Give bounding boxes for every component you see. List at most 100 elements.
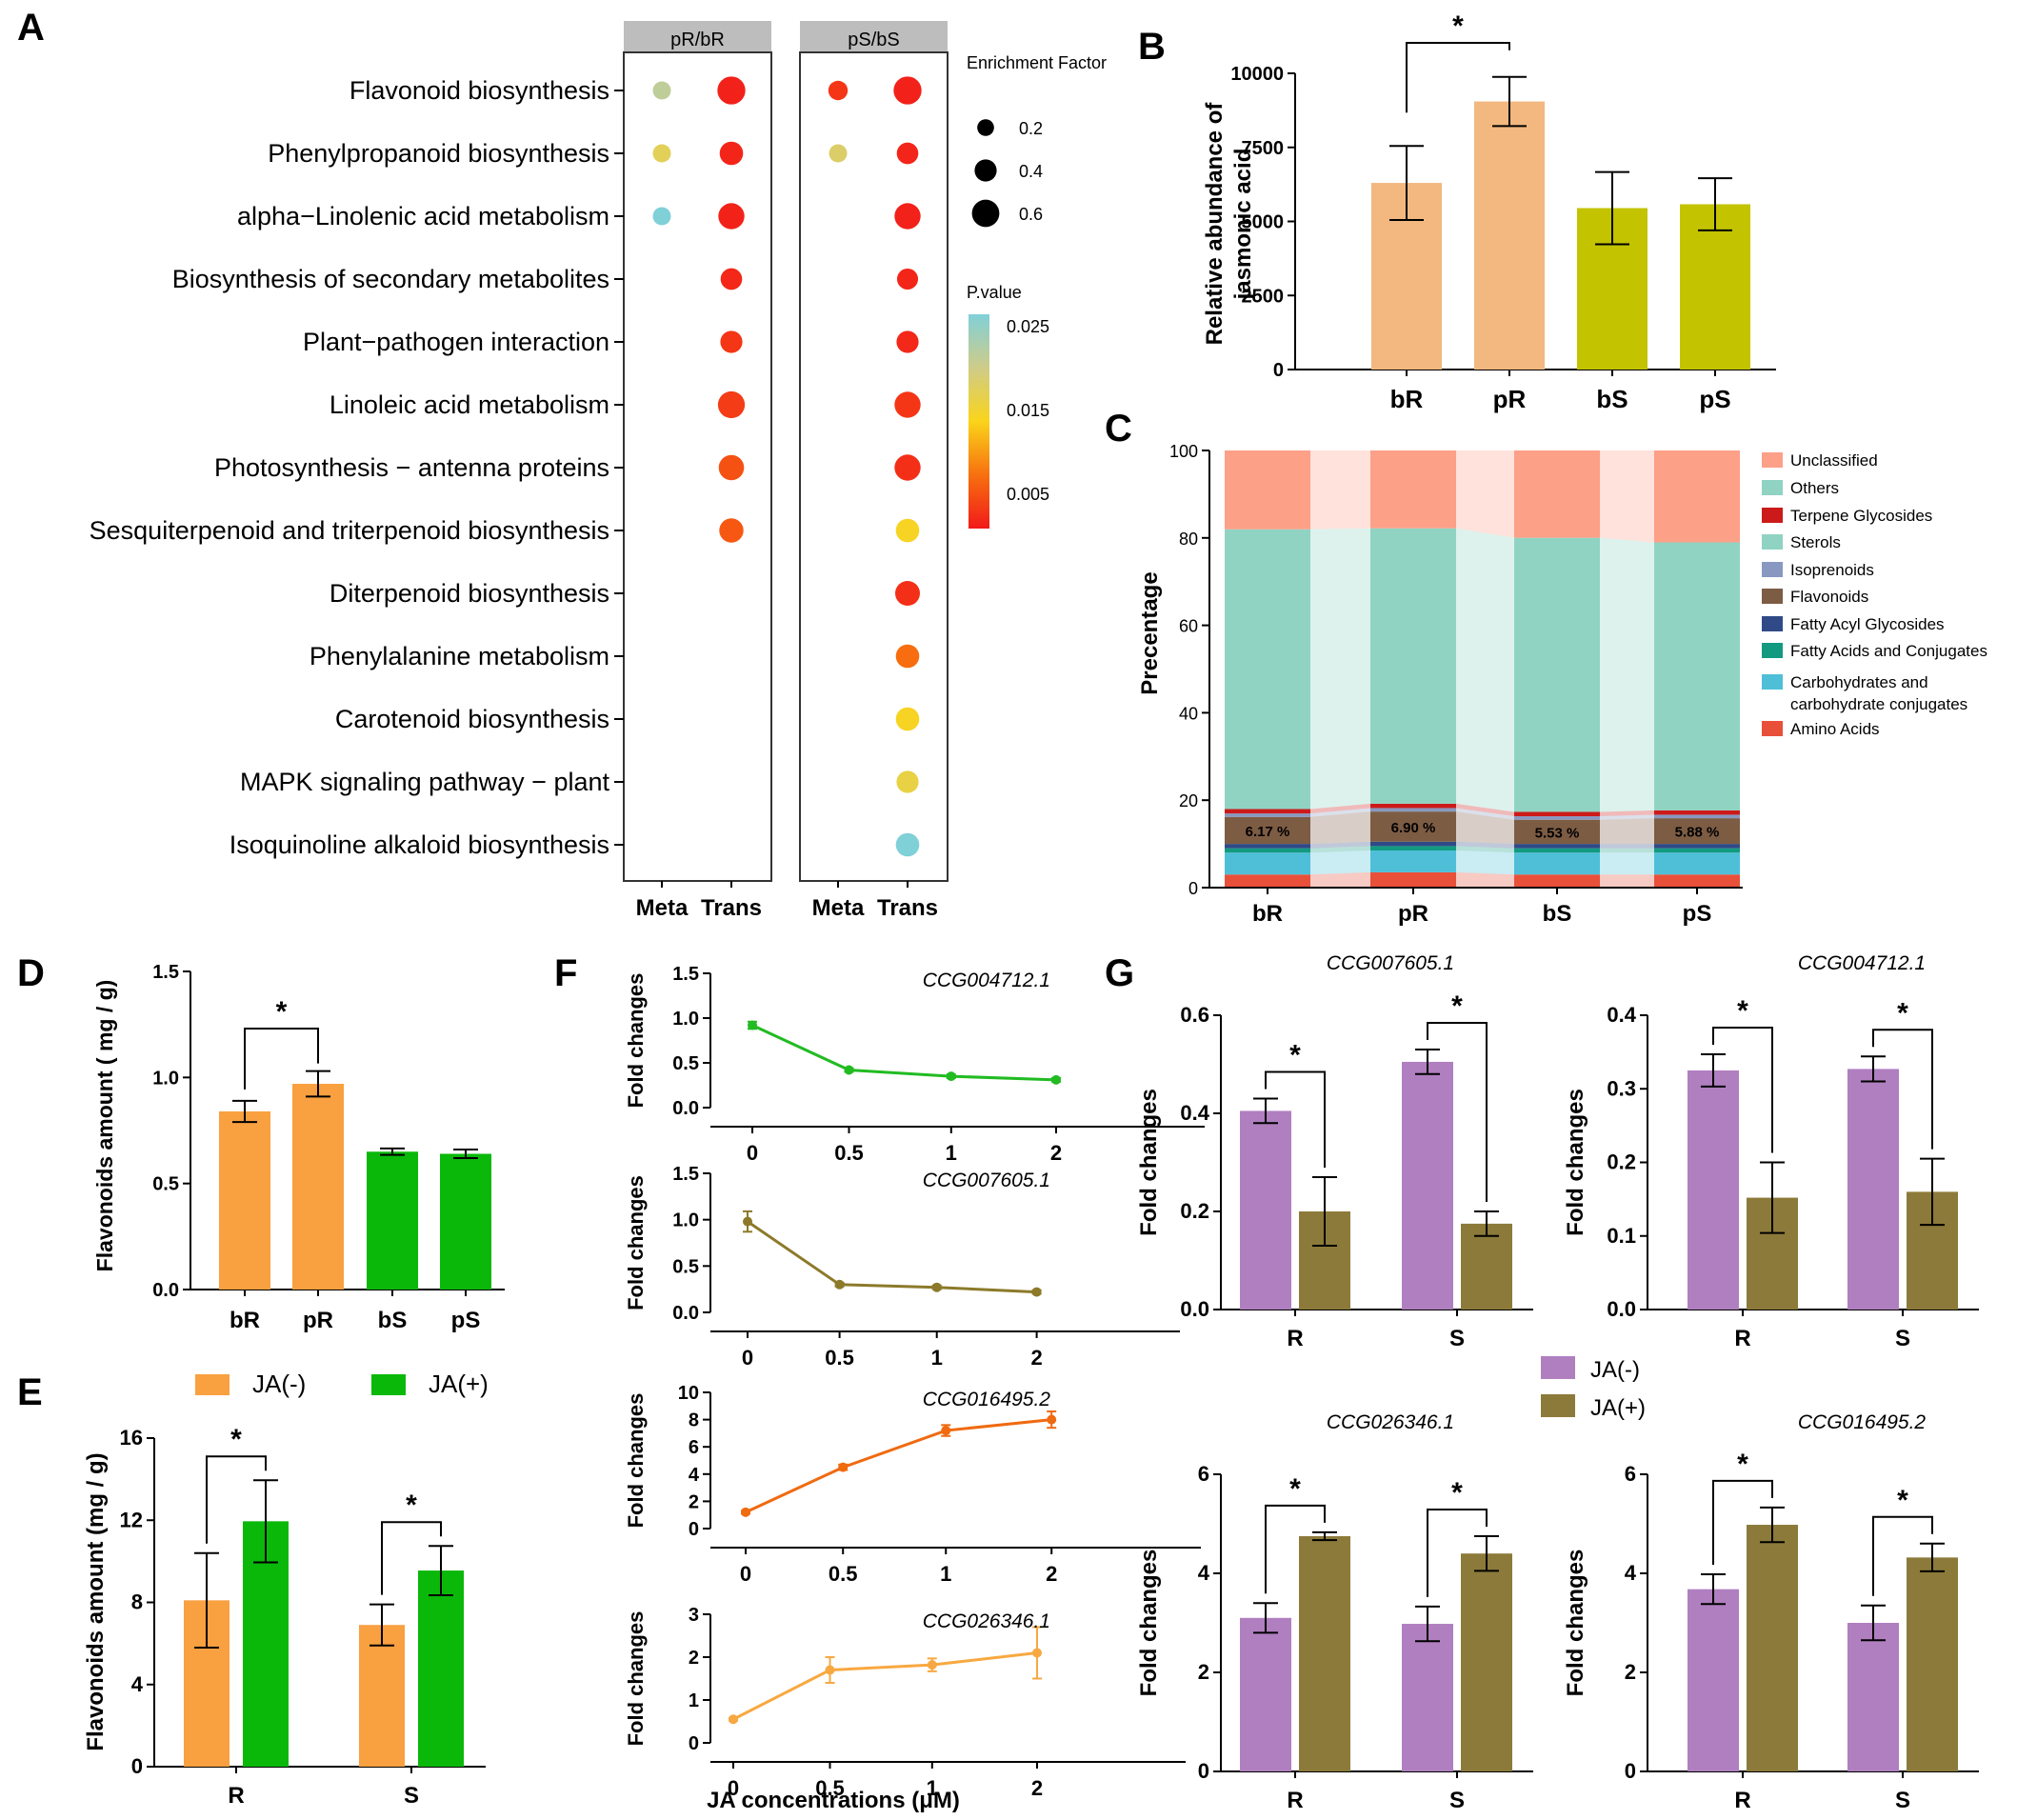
facet-label: pR/bR: [670, 30, 725, 50]
panel-c-stack-segment: [1654, 810, 1740, 815]
panel-c-stack-segment: [1225, 848, 1310, 853]
pathway-label: Biosynthesis of secondary metabolites: [172, 265, 609, 293]
panel-g-y-label: Fold changes: [1563, 1550, 1588, 1697]
enrichment-point: [652, 144, 671, 163]
panel-c-x-label: pS: [1683, 901, 1712, 927]
panel-g-0-y-tick-label: 0.4: [1180, 1101, 1209, 1125]
panel-label-c: C: [1105, 408, 1132, 450]
panel-f-point: [741, 1507, 750, 1517]
panel-g-y-label: Fold changes: [1563, 1089, 1588, 1236]
panel-f-2-y-tick-label: 10: [678, 1383, 699, 1404]
panel-c-stack-segment: [1225, 816, 1310, 845]
panel-f-1-y-tick-label: 1.0: [672, 1210, 699, 1231]
panel-c-flow-band: [1600, 844, 1654, 849]
panel-c-flow-band: [1600, 874, 1654, 888]
panel-f-series-line: [732, 1651, 1038, 1721]
pathway-label: Linoleic acid metabolism: [330, 390, 609, 419]
x-category-label: Trans: [877, 895, 938, 921]
pathway-label: Photosynthesis − antenna proteins: [214, 453, 609, 482]
panel-g-x-label: S: [1449, 1788, 1465, 1813]
color-legend-tick: 0.005: [1007, 485, 1049, 504]
panel-e-y-tick-label: 0: [131, 1754, 143, 1778]
panel-e-y-label: Flavonoids amount (mg / g): [83, 1452, 109, 1750]
enrichment-point: [719, 141, 744, 166]
panel-c-flow-band: [1310, 528, 1370, 810]
panel-c-stack-segment: [1370, 811, 1456, 842]
panel-f-point: [1051, 1074, 1061, 1085]
panel-c-flow-band: [1456, 811, 1514, 845]
panel-c-stack-segment: [1654, 844, 1740, 849]
panel-d-bar: [440, 1153, 491, 1290]
panel-c-legend-label: Fatty Acyl Glycosides: [1790, 615, 1945, 633]
panel-c-stack-segment: [1370, 803, 1456, 809]
panel-c-legend-label: Terpene Glycosides: [1790, 507, 1932, 525]
x-category-label: Trans: [701, 895, 762, 921]
panel-f-2-y-tick-label: 0: [689, 1519, 699, 1540]
panel-g-2-y-tick-label: 0: [1198, 1759, 1209, 1783]
panel-g-1-y-tick-label: 0.0: [1607, 1297, 1636, 1321]
panel-c-flow-band: [1456, 850, 1514, 875]
panel-d-x-label: bR: [230, 1308, 260, 1333]
panel-f-0-y-tick-label: 0.5: [672, 1053, 699, 1074]
panel-c-y-label: Precentage: [1137, 571, 1163, 694]
enrichment-point: [896, 268, 919, 290]
panel-c-stack-segment: [1225, 874, 1310, 888]
panel-c-stack-segment: [1370, 528, 1456, 804]
panel-c-stack-segment: [1370, 850, 1456, 872]
panel-g-legend-swatch: [1541, 1394, 1575, 1417]
panel-c-stack-segment: [1654, 818, 1740, 845]
enrichment-point: [896, 142, 919, 165]
panel-c-stack-segment: [1514, 874, 1600, 888]
panel-c-y-tick-label: 100: [1169, 442, 1198, 461]
panel-f-series-line: [747, 1220, 1037, 1294]
panel-c-stack-segment: [1514, 819, 1600, 845]
enrichment-point: [720, 268, 743, 290]
panel-c-legend-swatch: [1762, 589, 1783, 604]
panel-g-bar-ja-plus: [1461, 1553, 1512, 1771]
enrichment-point: [895, 832, 920, 857]
panel-c-y-tick-label: 60: [1179, 617, 1198, 636]
panel-g-1-y-tick-label: 0.1: [1607, 1224, 1636, 1248]
enrichment-point: [652, 207, 671, 226]
panel-b-y-tick-label: 2500: [1242, 286, 1285, 307]
panel-e-x-label: R: [228, 1783, 244, 1809]
panel-c-stack-segment: [1654, 542, 1740, 810]
panel-e-significance: [206, 1455, 267, 1544]
panel-f-y-label: Fold changes: [624, 1611, 648, 1747]
panel-c-flow-band: [1310, 846, 1370, 853]
panel-f-2-y-tick-label: 6: [689, 1437, 699, 1458]
panel-g-x-label: S: [1895, 1326, 1910, 1351]
panel-f-point: [834, 1279, 845, 1290]
panel-a-enrichment-bubble-chart: pR/bR Meta Trans pS/bS Meta Trans Flavonoid bi…: [90, 21, 1107, 921]
enrichment-point: [829, 144, 848, 163]
panel-d-y-label: Flavonoids amount ( mg / g): [92, 980, 117, 1272]
panel-label-d: D: [17, 952, 45, 994]
panel-f-3-y-tick-label: 3: [689, 1605, 699, 1626]
panel-c-stack-segment: [1654, 814, 1740, 819]
panel-f-3-y-tick-label: 1: [689, 1690, 699, 1711]
panel-g-bar-ja-minus: [1402, 1061, 1453, 1310]
panel-d-y-tick-label: 1.5: [152, 962, 179, 983]
panel-g-bar-ja-minus: [1240, 1110, 1291, 1310]
panel-c-stack-segment: [1654, 450, 1740, 543]
panel-d-bar: [367, 1151, 418, 1290]
panel-b-jasmonic-acid-bar-chart: 0 2500 5000 7500 10000 bR pR bS pS * Relative abun…: [1202, 10, 1776, 413]
panel-e-x-label: S: [404, 1783, 419, 1809]
facet-panel: [623, 51, 772, 882]
panel-g-bar-ja-plus: [1461, 1223, 1512, 1310]
panel-f-x-label: 0: [742, 1346, 753, 1370]
panel-b-significance: [1406, 42, 1510, 113]
panel-g-x-label: R: [1287, 1788, 1303, 1813]
panel-e-significance-asterisk: *: [230, 1424, 242, 1455]
panel-label-b: B: [1138, 26, 1166, 68]
panel-label-e: E: [17, 1371, 43, 1413]
panel-g-legend-label: JA(-): [1590, 1357, 1640, 1383]
panel-g-significance-asterisk: *: [1897, 1485, 1908, 1516]
panel-g-y-label: Fold changes: [1136, 1550, 1162, 1697]
panel-f-0-y-tick-label: 1.5: [672, 964, 699, 985]
panel-c-stack-segment: [1225, 813, 1310, 817]
enrichment-point: [894, 203, 921, 230]
enrichment-point: [894, 454, 921, 481]
pathway-label: Phenylalanine metabolism: [310, 642, 609, 670]
panel-c-flow-band: [1310, 841, 1370, 849]
